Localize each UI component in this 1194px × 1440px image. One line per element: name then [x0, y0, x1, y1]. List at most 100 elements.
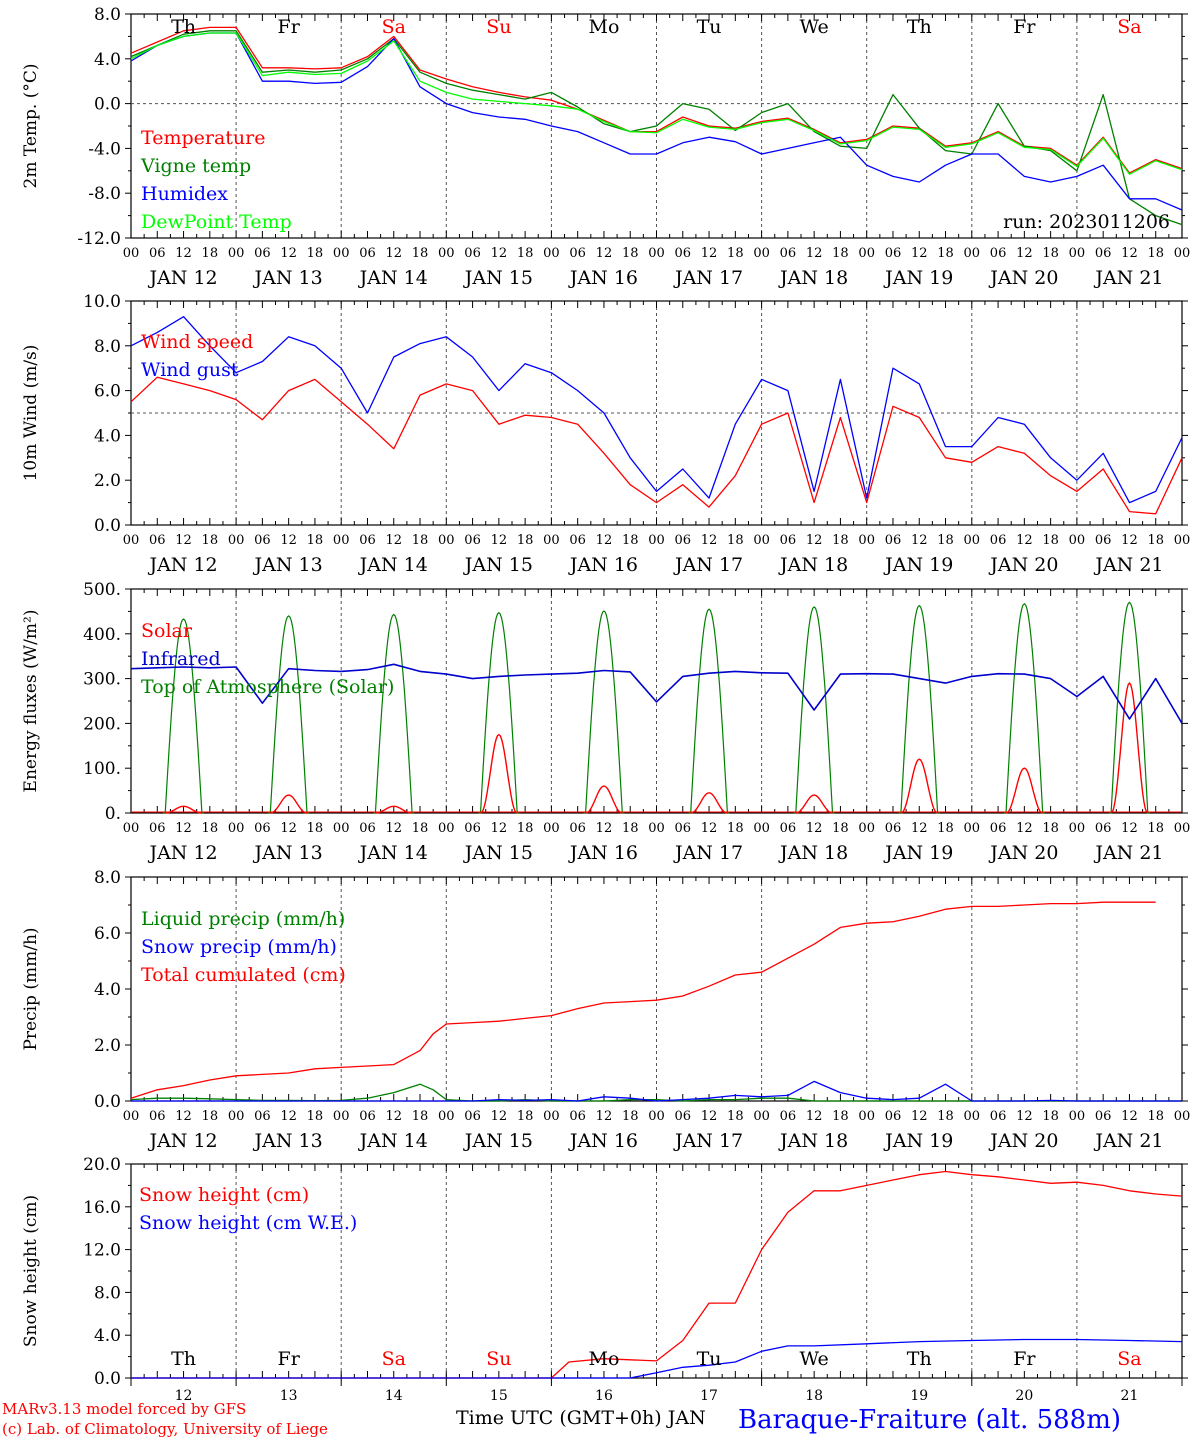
x-hour-label: 00 [753, 533, 770, 548]
x-hour-label: 12 [1121, 821, 1138, 836]
x-hour-label: 12 [491, 1109, 508, 1124]
x-hour-label: 12 [911, 246, 928, 261]
x-hour-label: 18 [307, 246, 324, 261]
x-hour-label: 06 [780, 821, 797, 836]
x-hour-label: 12 [491, 246, 508, 261]
x-hour-label: 00 [858, 246, 875, 261]
y-tick-label: 8.0 [94, 5, 121, 25]
x-hour-label: 12 [806, 1109, 823, 1124]
legend-entry: Total cumulated (cm) [141, 964, 346, 986]
x-hour-label: 06 [359, 821, 376, 836]
series-solar [480, 733, 518, 814]
x-hour-label: 00 [543, 533, 560, 548]
x-hour-label: 18 [517, 1109, 534, 1124]
series-solar [585, 785, 623, 814]
x-date-label: JAN 16 [568, 1130, 638, 1152]
x-hour-label: 18 [937, 821, 954, 836]
y-axis-label: Energy fluxes (W/m²) [21, 610, 41, 793]
x-date-label: JAN 18 [778, 554, 848, 576]
x-hour-label: 06 [780, 533, 797, 548]
x-date-label: JAN 12 [147, 842, 217, 864]
panel-precip: 8.0 6.0 4.0 2.0 0.0 Precip (mm/h) 00 06 12 18 00 06… [21, 868, 1190, 1152]
y-tick-label: 10.0 [83, 292, 121, 312]
x-hour-label: 00 [648, 533, 665, 548]
bottom-day-number: 20 [1015, 1388, 1033, 1404]
x-hour-label: 12 [911, 1109, 928, 1124]
x-hour-label: 00 [964, 246, 981, 261]
series-top-of-atmosphere [688, 608, 730, 814]
x-hour-label: 18 [1147, 246, 1164, 261]
x-hour-label: 18 [1147, 1109, 1164, 1124]
bottom-day-number: 12 [175, 1388, 193, 1404]
legend-entry: Snow precip (mm/h) [141, 936, 337, 958]
y-axis-label: Snow height (cm) [21, 1195, 41, 1347]
y-axis-label: 10m Wind (m/s) [21, 345, 41, 482]
x-hour-label: 18 [412, 533, 429, 548]
panel-wind: 10.0 8.0 6.0 4.0 2.0 0.0 10m Wind (m/s) 00 06 12 1… [21, 292, 1190, 576]
series-humidex [130, 32, 1183, 211]
x-hour-label: 18 [937, 1109, 954, 1124]
x-date-label: JAN 12 [147, 1130, 217, 1152]
x-date-label: JAN 20 [988, 554, 1058, 576]
x-hour-label: 12 [911, 821, 928, 836]
x-hour-label: 12 [385, 246, 402, 261]
x-hour-label: 00 [648, 821, 665, 836]
legend-entry: Wind gust [141, 359, 239, 381]
series-dewpoint-temp [130, 32, 1183, 175]
x-hour-label: 18 [1042, 1109, 1059, 1124]
x-hour-label: 00 [228, 1109, 245, 1124]
x-hour-label: 18 [832, 246, 849, 261]
run-label: run: 2023011206 [1003, 211, 1170, 233]
x-hour-label: 12 [701, 533, 718, 548]
series-top-of-atmosphere [373, 613, 415, 814]
x-hour-label: 12 [701, 246, 718, 261]
x-hour-label: 00 [1069, 821, 1086, 836]
x-hour-label: 06 [464, 246, 481, 261]
x-hour-label: 00 [438, 533, 455, 548]
day-of-week: Tu [697, 1348, 722, 1370]
x-hour-label: 06 [149, 1109, 166, 1124]
x-hour-label: 12 [385, 821, 402, 836]
x-hour-label: 06 [569, 246, 586, 261]
x-hour-label: 06 [254, 821, 271, 836]
x-hour-label: 06 [780, 246, 797, 261]
x-hour-label: 06 [254, 533, 271, 548]
y-tick-label: 100. [83, 759, 121, 779]
x-hour-label: 12 [1016, 821, 1033, 836]
y-tick-label: -12.0 [77, 229, 121, 249]
day-of-week: Su [486, 16, 511, 38]
x-date-label: JAN 17 [673, 1130, 743, 1152]
x-hour-label: 12 [491, 821, 508, 836]
series-top-of-atmosphere [268, 615, 310, 814]
x-hour-label: 12 [280, 821, 297, 836]
day-of-week: Fr [1013, 1348, 1036, 1370]
x-hour-label: 00 [228, 533, 245, 548]
x-date-label: JAN 20 [988, 842, 1058, 864]
series-snow-height-cm-w-e- [131, 1338, 1183, 1379]
x-hour-label: 00 [753, 821, 770, 836]
x-hour-label: 12 [911, 533, 928, 548]
x-hour-label: 12 [806, 533, 823, 548]
x-hour-label: 18 [517, 533, 534, 548]
x-hour-label: 18 [832, 1109, 849, 1124]
x-date-label: JAN 21 [1093, 267, 1163, 289]
x-hour-label: 18 [622, 1109, 639, 1124]
x-hour-label: 00 [648, 246, 665, 261]
x-hour-label: 18 [622, 533, 639, 548]
x-hour-label: 18 [412, 1109, 429, 1124]
bottom-day-number: 19 [910, 1388, 928, 1404]
x-hour-label: 18 [727, 1109, 744, 1124]
bottom-day-number: 16 [595, 1388, 613, 1404]
x-date-label: JAN 14 [358, 267, 428, 289]
x-hour-label: 12 [1121, 533, 1138, 548]
x-hour-label: 06 [569, 1109, 586, 1124]
x-date-label: JAN 21 [1093, 1130, 1163, 1152]
x-date-label: JAN 14 [358, 842, 428, 864]
y-tick-label: 8.0 [94, 337, 121, 357]
y-tick-label: -8.0 [88, 184, 121, 204]
series-wind-gust [130, 316, 1183, 504]
x-date-label: JAN 15 [463, 554, 533, 576]
x-hour-label: 18 [202, 821, 219, 836]
x-hour-label: 12 [175, 246, 192, 261]
